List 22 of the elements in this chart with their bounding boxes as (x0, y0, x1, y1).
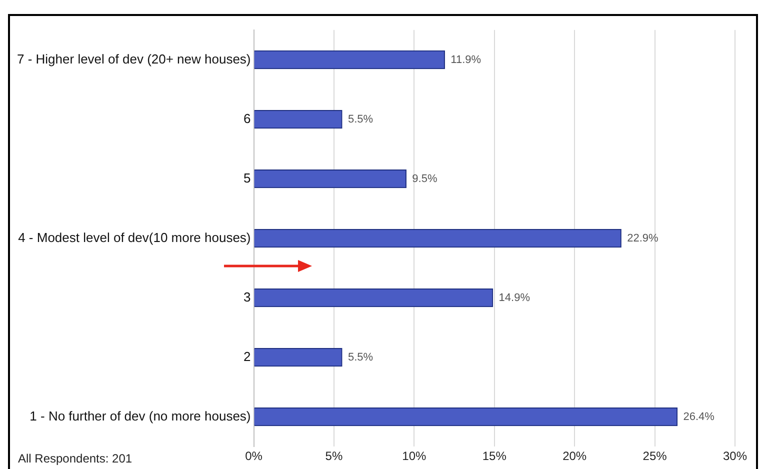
data-label: 9.5% (412, 172, 438, 185)
data-label: 26.4% (683, 410, 715, 423)
x-tick-label: 0% (245, 449, 263, 464)
y-tick-label: 2 (244, 348, 251, 364)
data-label: 5.5% (348, 113, 374, 126)
y-tick-label: 6 (244, 110, 251, 126)
text: All Respondents: 201 (18, 451, 132, 466)
y-tick-label: 3 (244, 289, 251, 304)
data-label: 11.9% (450, 54, 482, 66)
x-tick-label: 30% (722, 449, 748, 464)
y-tick-label: 5 (244, 170, 251, 186)
y-tick-label: 7 - Higher level of dev (20+ new houses) (17, 51, 251, 66)
x-tick-label: 25% (642, 449, 668, 464)
data-label: 5.5% (348, 351, 374, 364)
data-label: 14.9% (498, 292, 530, 304)
y-tick-label: 4 - Modest level of dev(10 more houses) (18, 230, 251, 245)
x-tick-label: 15% (482, 449, 507, 464)
x-tick-label: 10% (402, 449, 427, 464)
x-tick-label: 5% (325, 449, 343, 464)
y-tick-label: 1 - No further of dev (no more houses) (30, 408, 251, 424)
x-tick-label: 20% (562, 449, 587, 464)
data-label: 22.9% (627, 232, 659, 244)
